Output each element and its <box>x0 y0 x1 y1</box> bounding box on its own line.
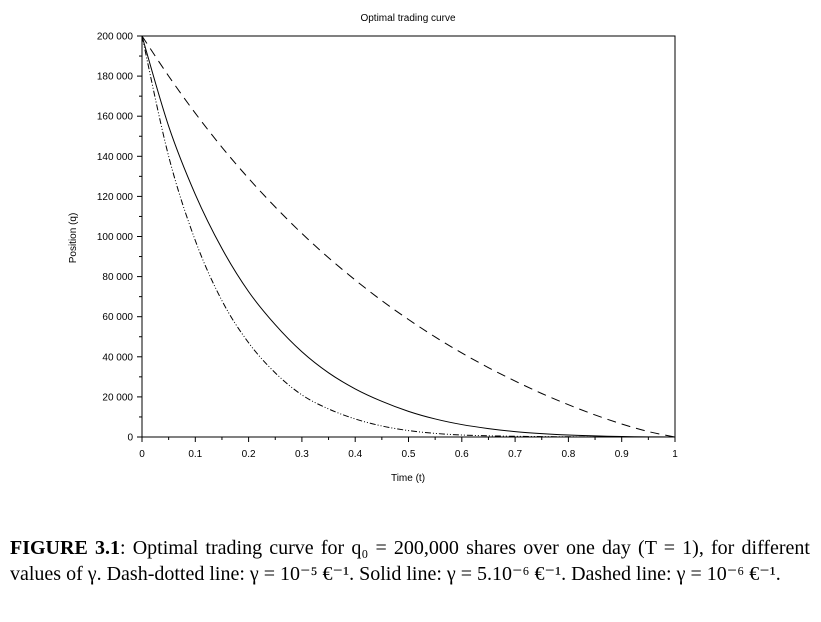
y-tick-label: 200 000 <box>97 32 134 43</box>
x-tick-label: 0.6 <box>455 449 469 460</box>
series-line-solid <box>141 35 676 438</box>
x-tick-label: 0.5 <box>402 449 416 460</box>
y-tick-label: 20 000 <box>102 392 133 403</box>
y-tick-label: 140 000 <box>97 152 134 163</box>
x-tick-label: 0.4 <box>348 449 362 460</box>
plot-frame <box>141 35 676 438</box>
y-tick-label: 80 000 <box>102 272 133 283</box>
x-axis: 0 0.1 0.2 0.3 0.4 0.5 0.6 0.7 0.8 0.9 1 <box>139 437 678 460</box>
x-tick-label: 0 <box>139 449 145 460</box>
figure-caption-text: : Optimal trading curve for q₀ = 200,000… <box>10 537 810 585</box>
figure-caption: FIGURE 3.1: Optimal trading curve for q₀… <box>10 535 810 587</box>
y-axis-label: Position (q) <box>68 213 79 264</box>
x-tick-label: 0.1 <box>188 449 202 460</box>
y-tick-label: 180 000 <box>97 72 134 83</box>
figure-label: FIGURE 3.1 <box>10 537 120 559</box>
series-layer <box>141 35 676 438</box>
y-tick-label: 40 000 <box>102 352 133 363</box>
chart-title: Optimal trading curve <box>360 13 455 24</box>
x-tick-label: 0.9 <box>615 449 629 460</box>
y-tick-label: 120 000 <box>97 192 134 203</box>
x-tick-label: 0.3 <box>295 449 309 460</box>
y-tick-label: 160 000 <box>97 112 134 123</box>
series-line-dash-dot <box>141 35 676 438</box>
x-axis-label: Time (t) <box>391 473 425 484</box>
x-tick-label: 0.2 <box>242 449 256 460</box>
y-axis: 0 20 000 40 000 60 000 80 000 100 000 120 000 1… <box>97 32 142 444</box>
y-tick-label: 60 000 <box>102 312 133 323</box>
y-tick-label: 100 000 <box>97 232 134 243</box>
y-tick-label: 0 <box>127 433 133 444</box>
x-tick-label: 0.7 <box>508 449 522 460</box>
chart: Optimal trading curve 0 20 000 40 000 60 00… <box>68 13 678 484</box>
x-tick-label: 1 <box>672 449 678 460</box>
series-line-dashed <box>141 35 676 438</box>
x-tick-label: 0.8 <box>561 449 575 460</box>
